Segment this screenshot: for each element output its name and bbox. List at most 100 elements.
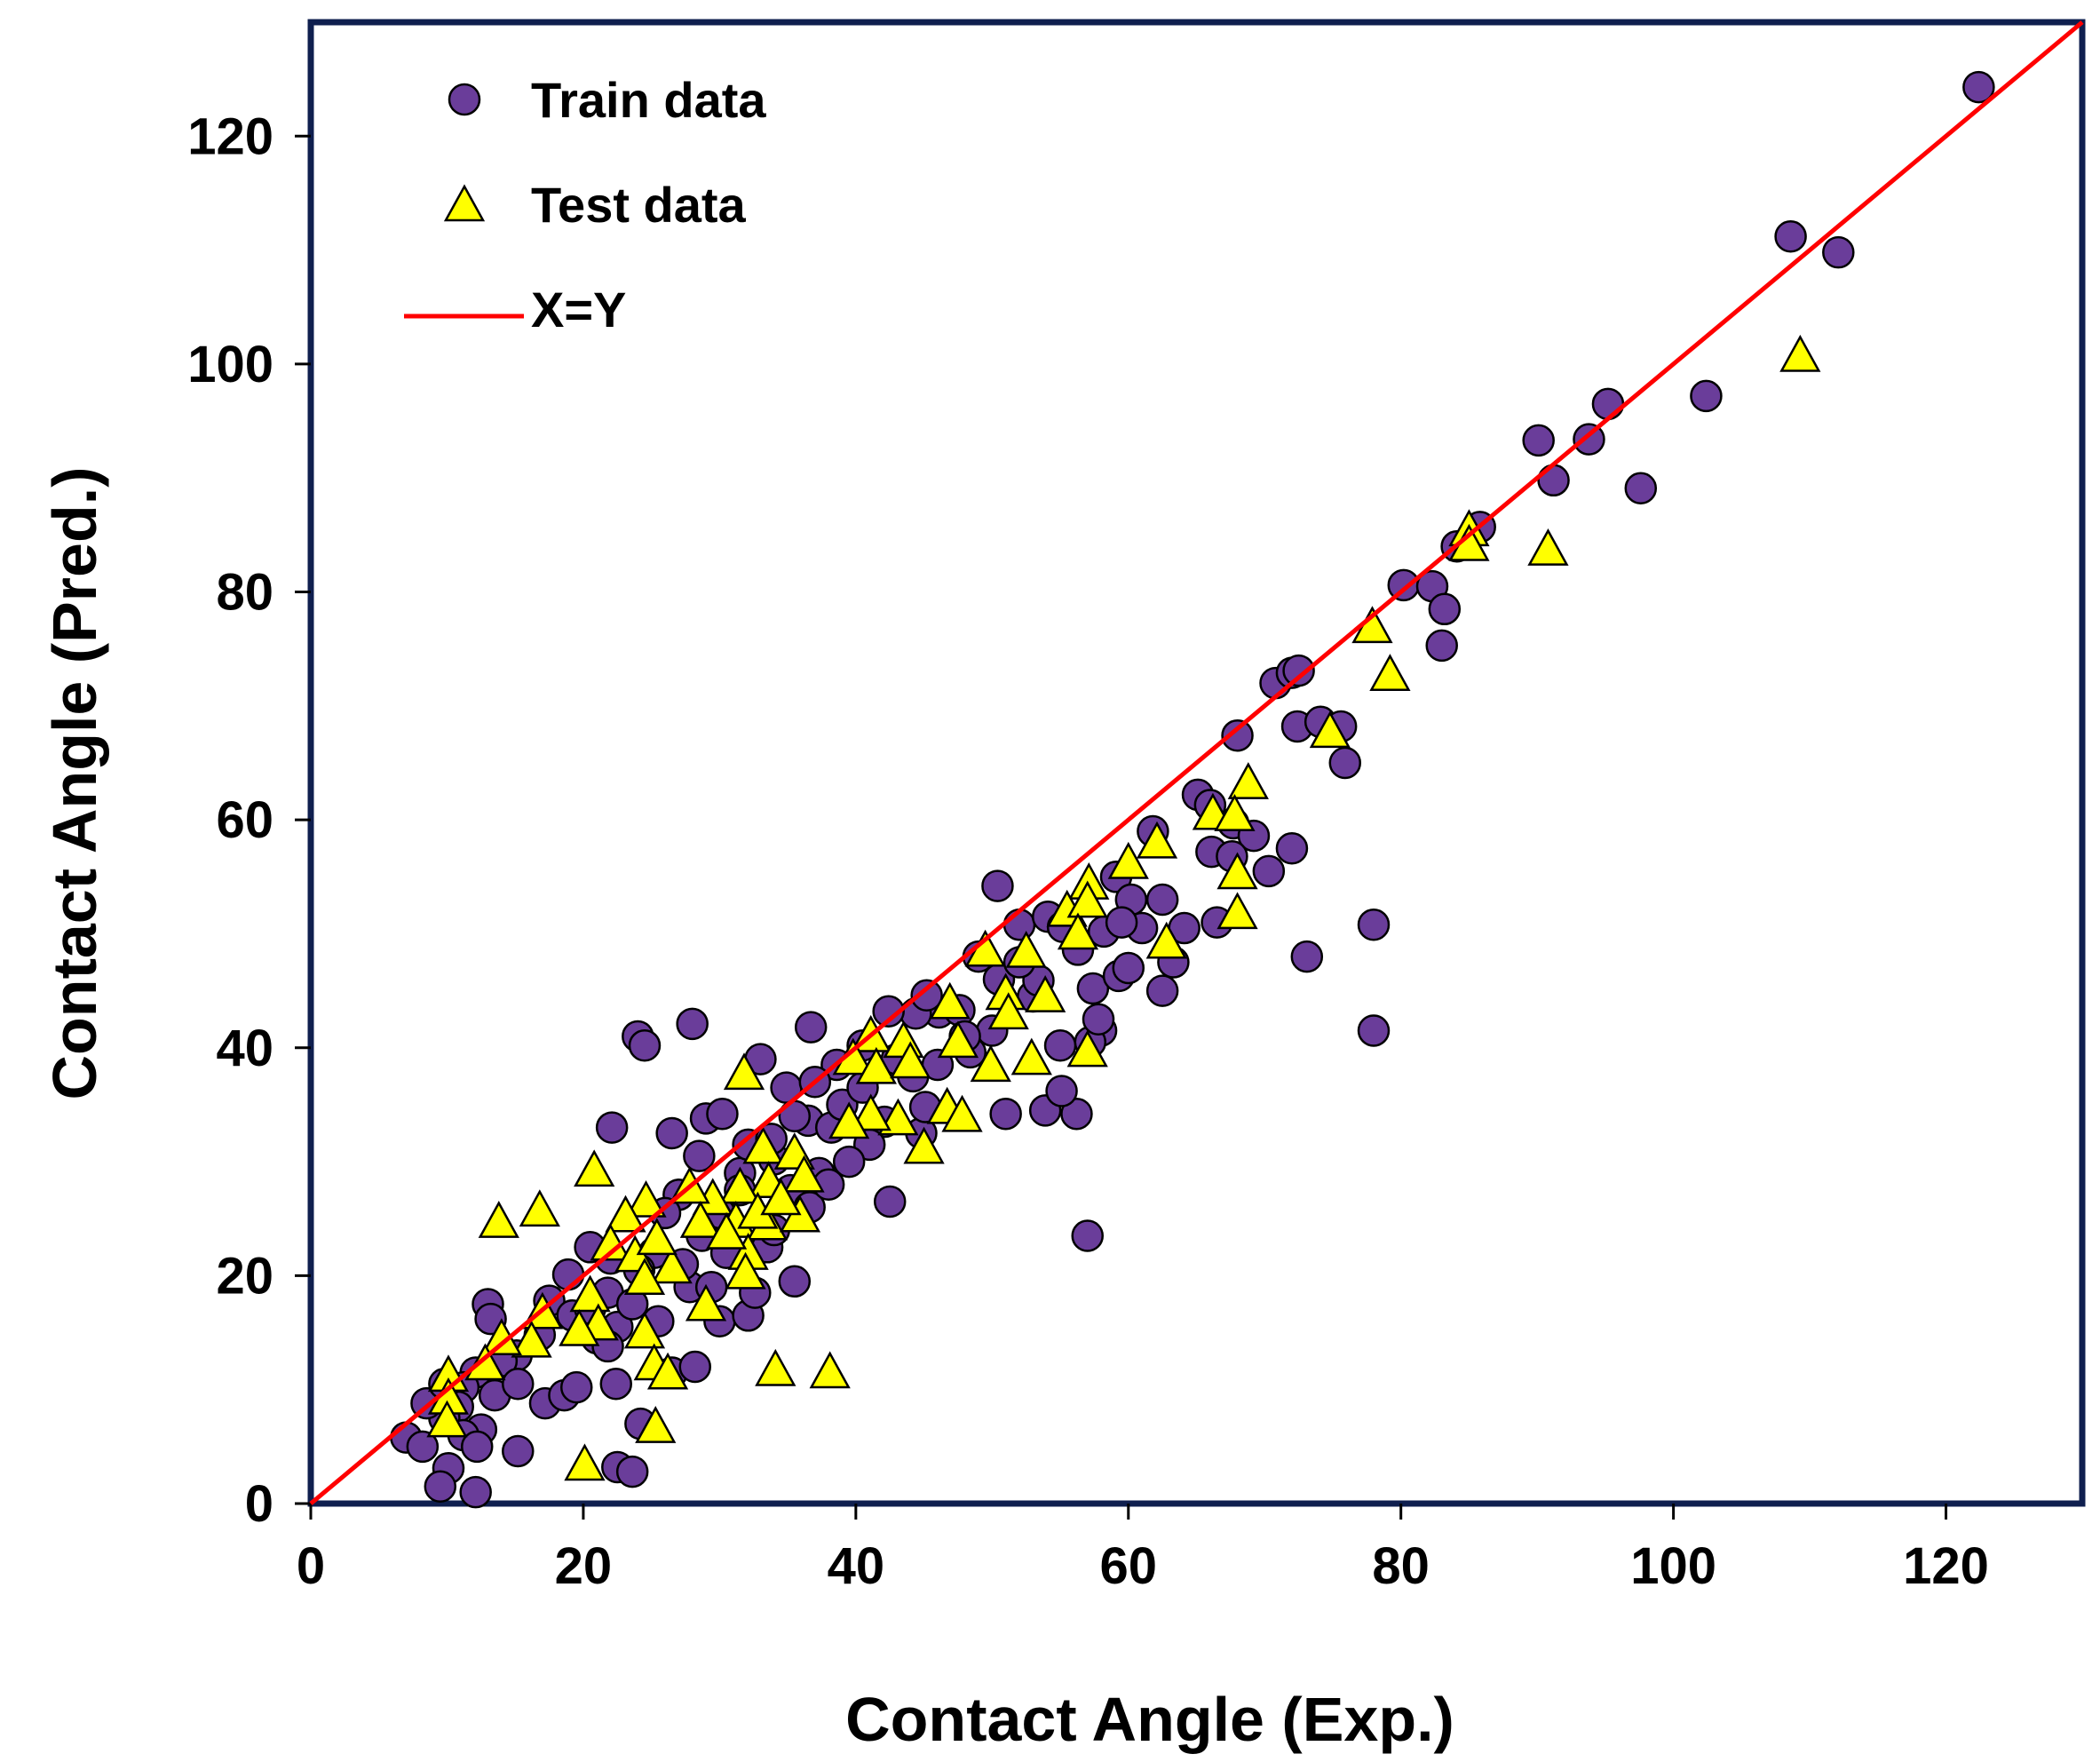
test-point [705,1211,748,1250]
legend: Train data Test data X=Y [404,72,766,337]
test-point [941,1094,983,1132]
train-point [832,1145,866,1179]
test-point [559,1308,600,1346]
train-point [1425,629,1458,663]
train-point [599,1368,633,1401]
train-point [560,1370,593,1404]
train-point [1428,592,1462,626]
y-tick-label: 0 [245,1475,273,1533]
train-point [595,1111,629,1144]
y-tick-label: 80 [216,564,273,622]
test-point [937,1020,979,1059]
test-point [719,1166,761,1204]
train-point [1774,219,1807,253]
y-tick-label: 60 [216,791,273,849]
train-point [706,1097,739,1131]
test-point [625,1179,667,1218]
train-point [1537,464,1570,497]
train-point [1145,974,1179,1007]
x-tick-label: 100 [1630,1537,1716,1595]
test-point [569,1274,611,1313]
train-point [989,1097,1022,1131]
train-point [1043,1028,1077,1062]
test-point [1107,841,1149,879]
y-tick-label: 120 [187,107,273,165]
test-point [679,1201,722,1238]
train-point [683,1139,716,1172]
x-tick-label: 0 [297,1537,325,1595]
test-point [890,1041,931,1079]
train-point [1082,1003,1115,1036]
test-point [635,1406,677,1443]
test-point [877,1098,919,1136]
train-point [794,1011,828,1044]
train-point [1002,908,1036,941]
train-point [1690,379,1723,413]
x-tick-label: 60 [1100,1537,1158,1595]
legend-test-marker [443,184,486,222]
test-point [1145,921,1187,959]
train-point [1105,906,1138,939]
xy-reference-line [309,20,2084,1505]
train-point [678,1350,712,1384]
test-point [850,1093,892,1131]
y-tick-label: 100 [187,336,273,393]
train-point [981,869,1014,902]
x-tick-label: 40 [828,1537,885,1595]
test-point [623,1258,666,1296]
train-point [502,1434,535,1468]
test-point [783,1155,825,1193]
x-tick-label: 20 [555,1537,613,1595]
train-point [1112,951,1145,985]
train-point [910,979,943,1012]
train-point [1252,854,1286,888]
test-point [1216,892,1258,930]
train-point [1822,235,1855,269]
test-point [855,1046,897,1084]
train-point [778,1265,812,1298]
train-point [1221,718,1254,752]
test-point [725,1251,766,1290]
test-point [1005,930,1047,968]
train-point [1357,908,1391,941]
y-tick-label: 40 [216,1020,273,1077]
test-point [1216,852,1258,890]
y-tick-label: 20 [216,1247,273,1305]
x-axis-title: Contact Angle (Exp.) [845,1685,1454,1754]
test-point [987,992,1029,1030]
x-tick-label: 80 [1372,1537,1430,1595]
test-point [574,1149,615,1187]
legend-train-marker [448,83,481,116]
test-point [1527,528,1569,566]
train-point [424,1470,457,1504]
test-point [1057,912,1099,950]
train-point [1282,654,1315,687]
train-point [628,1028,662,1062]
test-point [1369,654,1411,692]
train-point [873,1185,907,1218]
test-point [636,1218,678,1256]
test-point [519,1189,560,1227]
test-point [1136,821,1178,859]
test-point [426,1400,468,1438]
test-point [1214,794,1256,831]
test-point [809,1351,851,1389]
test-point [1066,880,1108,918]
train-point [1357,1014,1391,1047]
legend-label: Train data [531,72,766,128]
test-point [464,1343,506,1381]
test-point [755,1348,796,1386]
test-point [970,1044,1011,1083]
test-point [478,1201,519,1238]
test-point [651,1246,693,1284]
test-point [605,1195,646,1233]
train-point [460,1430,494,1464]
train-point [872,995,905,1028]
train-point [1071,1219,1104,1252]
test-point [1227,762,1269,799]
train-point [551,1258,585,1291]
x-tick-label: 120 [1903,1537,1989,1595]
legend-label: X=Y [531,282,626,337]
test-point [511,1320,552,1358]
